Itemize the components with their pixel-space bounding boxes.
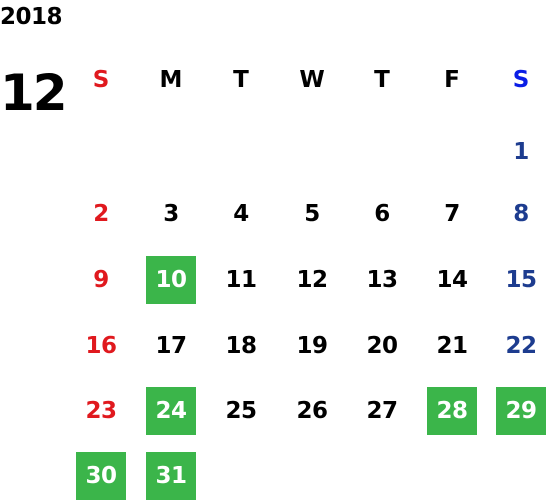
weekday-thursday: T (374, 67, 390, 93)
calendar-day[interactable]: 19 (296, 333, 328, 359)
calendar-day-highlighted[interactable]: 24 (146, 387, 196, 435)
calendar-day[interactable]: 1 (513, 139, 529, 165)
calendar-day[interactable]: 8 (513, 201, 529, 227)
calendar-day-highlighted[interactable]: 31 (146, 452, 196, 500)
month-number: 12 (0, 64, 68, 122)
calendar-day[interactable]: 7 (444, 201, 460, 227)
calendar-day-highlighted[interactable]: 30 (76, 452, 126, 500)
calendar-day-highlighted[interactable]: 10 (146, 256, 196, 304)
calendar-day[interactable]: 15 (505, 267, 537, 293)
calendar-day[interactable]: 13 (366, 267, 398, 293)
calendar-day[interactable]: 26 (296, 398, 328, 424)
calendar-day[interactable]: 12 (296, 267, 328, 293)
calendar-day-highlighted[interactable]: 29 (496, 387, 546, 435)
weekday-monday: M (159, 67, 183, 93)
calendar-day[interactable]: 27 (366, 398, 398, 424)
weekday-tuesday: T (233, 67, 249, 93)
weekday-sunday: S (92, 67, 110, 93)
calendar-day[interactable]: 14 (436, 267, 468, 293)
calendar-day[interactable]: 3 (163, 201, 179, 227)
calendar-day[interactable]: 9 (93, 267, 109, 293)
calendar-day[interactable]: 23 (85, 398, 117, 424)
calendar-day[interactable]: 22 (505, 333, 537, 359)
calendar-day[interactable]: 16 (85, 333, 117, 359)
calendar-day[interactable]: 25 (225, 398, 257, 424)
year-label: 2018 (0, 4, 63, 30)
calendar-day[interactable]: 21 (436, 333, 468, 359)
calendar-day[interactable]: 17 (155, 333, 187, 359)
calendar-day[interactable]: 18 (225, 333, 257, 359)
weekday-wednesday: W (299, 67, 325, 93)
calendar-day[interactable]: 20 (366, 333, 398, 359)
calendar-day-highlighted[interactable]: 28 (427, 387, 477, 435)
calendar-day[interactable]: 5 (304, 201, 320, 227)
calendar-day[interactable]: 4 (233, 201, 249, 227)
weekday-saturday: S (512, 67, 530, 93)
calendar-day[interactable]: 11 (225, 267, 257, 293)
weekday-friday: F (444, 67, 460, 93)
calendar-day[interactable]: 2 (93, 201, 109, 227)
calendar-day[interactable]: 6 (374, 201, 390, 227)
